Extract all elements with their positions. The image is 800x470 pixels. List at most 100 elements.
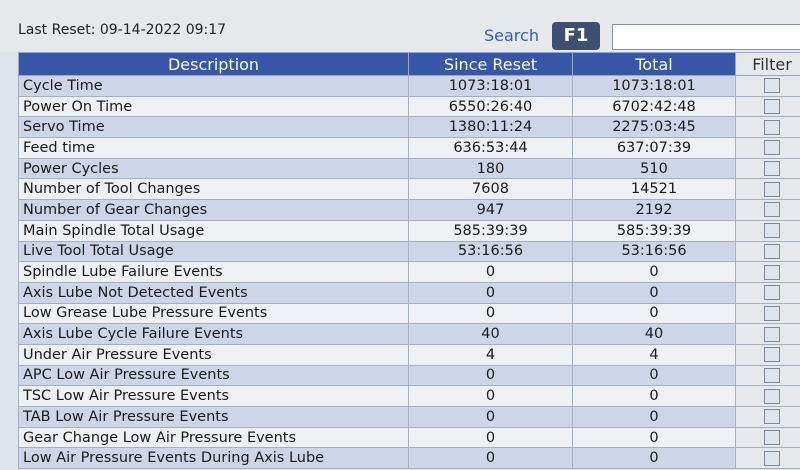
total-cell: 585:39:39	[572, 219, 736, 242]
filter-checkbox[interactable]	[764, 305, 780, 321]
filter-cell	[735, 364, 800, 387]
since-reset-cell: 0	[408, 261, 573, 283]
filter-checkbox[interactable]	[764, 326, 780, 342]
filter-cell	[735, 116, 800, 139]
since-reset-cell: 0	[408, 406, 573, 428]
since-reset-cell: 6550:26:40	[408, 95, 573, 118]
total-cell: 510	[572, 157, 736, 180]
description-cell: Low Grease Lube Pressure Events	[18, 302, 409, 325]
since-reset-cell: 585:39:39	[408, 219, 573, 242]
total-cell: 0	[572, 302, 736, 325]
filter-checkbox[interactable]	[764, 285, 780, 301]
description-cell: Power Cycles	[18, 157, 409, 180]
since-reset-cell: 947	[408, 199, 573, 221]
filter-cell	[735, 406, 800, 428]
table-row: APC Low Air Pressure Events 0 0	[18, 364, 800, 387]
filter-checkbox[interactable]	[764, 388, 780, 404]
filter-checkbox[interactable]	[764, 99, 780, 115]
top-bar: Last Reset: 09-14-2022 09:17 Search F1	[0, 0, 800, 52]
description-cell: Cycle Time	[18, 75, 409, 97]
filter-cell	[735, 323, 800, 345]
description-cell: Live Tool Total Usage	[18, 240, 409, 263]
total-cell: 2275:03:45	[572, 116, 736, 139]
description-cell: Spindle Lube Failure Events	[18, 261, 409, 283]
description-cell: Number of Tool Changes	[18, 178, 409, 201]
search-label: Search	[484, 26, 539, 45]
f1-key[interactable]: F1	[552, 22, 600, 50]
filter-checkbox[interactable]	[764, 367, 780, 383]
table-row: Low Air Pressure Events During Axis Lube…	[18, 447, 800, 470]
total-cell: 0	[572, 261, 736, 283]
description-cell: Feed time	[18, 137, 409, 159]
filter-checkbox[interactable]	[764, 202, 780, 218]
description-cell: Axis Lube Cycle Failure Events	[18, 323, 409, 345]
filter-checkbox[interactable]	[764, 264, 780, 280]
description-cell: TSC Low Air Pressure Events	[18, 385, 409, 407]
table-row: Cycle Time 1073:18:01 1073:18:01	[18, 75, 800, 97]
table-row: Under Air Pressure Events 4 4	[18, 343, 800, 366]
table-row: Spindle Lube Failure Events 0 0	[18, 261, 800, 283]
since-reset-cell: 0	[408, 302, 573, 325]
filter-checkbox[interactable]	[764, 181, 780, 197]
filter-cell	[735, 75, 800, 97]
total-cell: 40	[572, 323, 736, 345]
table-row: Feed time 636:53:44 637:07:39	[18, 137, 800, 159]
table-row: Number of Tool Changes 7608 14521	[18, 178, 800, 201]
column-header: Total	[572, 52, 736, 76]
filter-checkbox[interactable]	[764, 347, 780, 363]
description-cell: TAB Low Air Pressure Events	[18, 406, 409, 428]
filter-cell	[735, 137, 800, 159]
filter-checkbox[interactable]	[764, 119, 780, 135]
table-row: Gear Change Low Air Pressure Events 0 0	[18, 426, 800, 449]
table-row: TSC Low Air Pressure Events 0 0	[18, 385, 800, 407]
table-row: Number of Gear Changes 947 2192	[18, 199, 800, 221]
filter-checkbox[interactable]	[764, 243, 780, 259]
filter-cell	[735, 447, 800, 470]
table-body: Cycle Time 1073:18:01 1073:18:01 Power On T…	[18, 75, 800, 470]
description-cell: Number of Gear Changes	[18, 199, 409, 221]
description-cell: Power On Time	[18, 95, 409, 118]
filter-cell	[735, 343, 800, 366]
filter-checkbox[interactable]	[764, 140, 780, 156]
header-row: Description Since Reset Total Filter	[18, 52, 800, 76]
total-cell: 53:16:56	[572, 240, 736, 263]
filter-checkbox[interactable]	[764, 78, 780, 94]
filter-checkbox[interactable]	[764, 409, 780, 425]
filter-checkbox[interactable]	[764, 223, 780, 239]
since-reset-cell: 1073:18:01	[408, 75, 573, 97]
filter-checkbox[interactable]	[764, 430, 780, 446]
total-cell: 0	[572, 385, 736, 407]
description-cell: Under Air Pressure Events	[18, 343, 409, 366]
table-row: Servo Time 1380:11:24 2275:03:45	[18, 116, 800, 139]
search-box[interactable]	[612, 24, 800, 50]
description-cell: Main Spindle Total Usage	[18, 219, 409, 242]
since-reset-cell: 0	[408, 385, 573, 407]
table-row: Low Grease Lube Pressure Events 0 0	[18, 302, 800, 325]
filter-checkbox[interactable]	[764, 161, 780, 177]
filter-cell	[735, 219, 800, 242]
column-header: Description	[18, 52, 409, 76]
description-cell: Low Air Pressure Events During Axis Lube	[18, 447, 409, 470]
filter-cell	[735, 199, 800, 221]
last-reset: Last Reset: 09-14-2022 09:17	[18, 22, 227, 38]
total-cell: 2192	[572, 199, 736, 221]
since-reset-cell: 1380:11:24	[408, 116, 573, 139]
total-cell: 14521	[572, 178, 736, 201]
since-reset-cell: 53:16:56	[408, 240, 573, 263]
since-reset-cell: 180	[408, 157, 573, 180]
description-cell: APC Low Air Pressure Events	[18, 364, 409, 387]
filter-checkbox[interactable]	[764, 450, 780, 466]
total-cell: 6702:42:48	[572, 95, 736, 118]
description-cell: Servo Time	[18, 116, 409, 139]
total-cell: 0	[572, 364, 736, 387]
filter-cell	[735, 95, 800, 118]
since-reset-cell: 0	[408, 426, 573, 449]
counters-table: Description Since Reset Total Filter Cycle …	[18, 52, 800, 470]
since-reset-cell: 4	[408, 343, 573, 366]
filter-cell	[735, 240, 800, 263]
total-cell: 0	[572, 426, 736, 449]
total-cell: 4	[572, 343, 736, 366]
column-header: Filter	[735, 52, 800, 76]
table-row: Main Spindle Total Usage 585:39:39 585:39:…	[18, 219, 800, 242]
